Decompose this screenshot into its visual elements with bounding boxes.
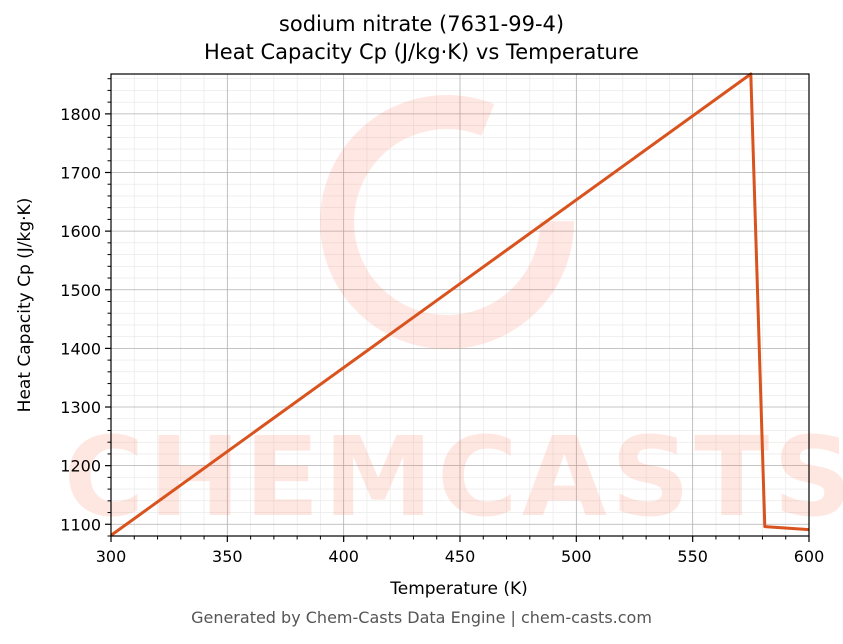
x-axis: 300 350 400 450 500 550 600 [96, 536, 825, 566]
x-tick-label: 450 [445, 547, 476, 566]
y-tick-label: 1300 [60, 398, 101, 417]
x-tick-label: 400 [328, 547, 359, 566]
y-tick-label: 1800 [60, 105, 101, 124]
y-axis-label: Heat Capacity Cp (J/kg·K) [15, 198, 35, 413]
y-tick-label: 1200 [60, 457, 101, 476]
x-axis-label: Temperature (K) [389, 579, 528, 599]
y-tick-label: 1100 [60, 515, 101, 534]
y-tick-label: 1700 [60, 163, 101, 182]
x-tick-label: 300 [96, 547, 127, 566]
y-tick-label: 1400 [60, 339, 101, 358]
x-tick-label: 600 [794, 547, 825, 566]
chemcasts-watermark: CHEMCASTS [64, 95, 843, 541]
footer-credit: Generated by Chem-Casts Data Engine | ch… [191, 608, 652, 627]
y-axis: 1100 1200 1300 1400 1500 1600 1700 1800 [60, 78, 111, 537]
chart-subtitle: Heat Capacity Cp (J/kg·K) vs Temperature [204, 40, 639, 64]
series-line [110, 72, 810, 537]
y-tick-label: 1600 [60, 222, 101, 241]
y-tick-label: 1500 [60, 281, 101, 300]
x-tick-label: 350 [212, 547, 243, 566]
x-tick-label: 500 [561, 547, 592, 566]
series-layer [110, 72, 810, 537]
x-tick-label: 550 [677, 547, 708, 566]
watermark-text: CHEMCASTS [64, 413, 843, 541]
chart-title: sodium nitrate (7631-99-4) [278, 12, 565, 36]
